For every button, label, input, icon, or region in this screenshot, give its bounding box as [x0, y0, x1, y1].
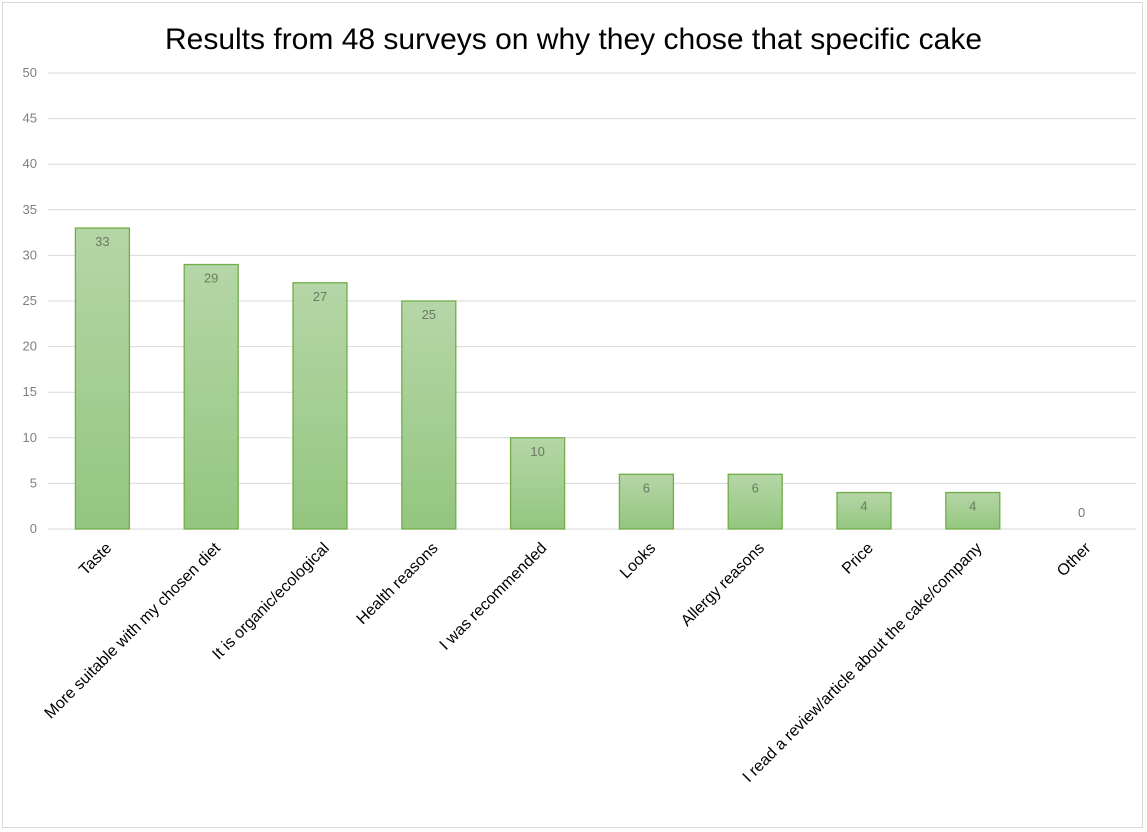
bar — [945, 491, 1001, 530]
y-tick-label: 50 — [23, 65, 37, 80]
data-label: 10 — [530, 444, 544, 459]
data-label: 29 — [204, 271, 218, 286]
data-labels: 33 29 27 25 10 6 6 4 4 0 — [95, 234, 1085, 520]
bar — [401, 300, 457, 530]
category-label: I read a review/article about the cake/c… — [740, 540, 986, 786]
category-label: More suitable with my chosen diet — [42, 539, 225, 722]
category-label: Other — [1054, 539, 1095, 580]
bar — [727, 473, 783, 530]
y-tick-label: 30 — [23, 247, 37, 262]
bar — [292, 282, 348, 530]
data-label: 4 — [969, 499, 976, 514]
y-tick-label: 25 — [23, 293, 37, 308]
y-tick-label: 5 — [30, 475, 37, 490]
bar — [74, 227, 131, 530]
chart-title: Results from 48 surveys on why they chos… — [164, 23, 983, 56]
bar — [183, 263, 239, 530]
y-axis-ticks: 0 5 10 15 20 25 30 35 40 45 50 — [23, 65, 37, 536]
y-tick-label: 40 — [23, 156, 37, 171]
y-tick-label: 10 — [23, 430, 37, 445]
bars — [74, 227, 1001, 530]
category-label: It is organic/ecological — [209, 540, 332, 663]
category-label: Looks — [617, 540, 659, 582]
category-label: Health reasons — [354, 540, 442, 628]
y-tick-label: 45 — [23, 111, 37, 126]
data-label: 27 — [313, 289, 327, 304]
y-tick-label: 20 — [23, 339, 37, 354]
category-label: I was recommended — [437, 540, 551, 654]
data-label: 6 — [752, 480, 759, 495]
data-label: 4 — [860, 499, 867, 514]
category-label: Price — [839, 540, 877, 578]
category-label: Allergy reasons — [678, 540, 768, 630]
bar — [618, 473, 675, 530]
data-label: 6 — [643, 480, 650, 495]
bar — [836, 491, 892, 530]
y-tick-label: 35 — [23, 202, 37, 217]
bar — [509, 437, 566, 530]
data-label: 25 — [422, 307, 436, 322]
data-label: 0 — [1078, 505, 1085, 520]
y-tick-label: 15 — [23, 384, 37, 399]
data-label: 33 — [95, 234, 109, 249]
category-label: Taste — [76, 540, 115, 579]
y-tick-label: 0 — [30, 521, 37, 536]
